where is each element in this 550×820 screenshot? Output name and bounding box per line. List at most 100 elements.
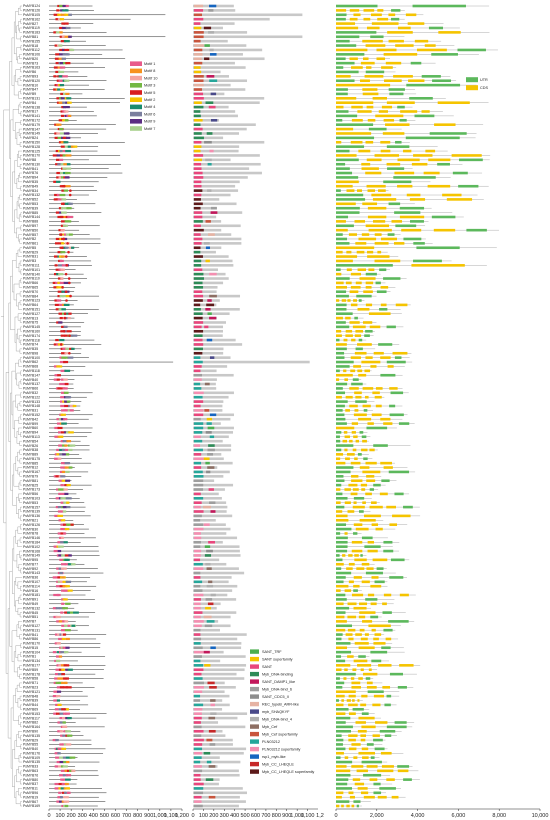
exon <box>386 725 407 729</box>
motif-box <box>59 580 64 583</box>
exon <box>358 615 366 619</box>
motif-box <box>54 514 59 517</box>
motif-box <box>62 312 66 315</box>
motif-box <box>64 589 69 592</box>
exon <box>353 497 365 500</box>
domain-segment <box>194 571 201 575</box>
protein-bar <box>193 514 233 518</box>
exon <box>336 22 356 25</box>
exon <box>341 299 347 302</box>
exon <box>372 558 388 562</box>
domain-legend-label: myb_SHAQKYF <box>262 710 290 714</box>
structure-legend-label: CDS <box>480 86 488 90</box>
gene-label: PsMYB6 <box>23 70 36 74</box>
protein-bar <box>193 527 231 531</box>
exon <box>389 413 404 417</box>
gene-label: PsMYB173 <box>23 488 40 492</box>
domain-segment <box>207 453 214 456</box>
exon <box>354 554 359 557</box>
exon <box>387 31 413 34</box>
motif-dot <box>59 343 63 346</box>
domain-segment <box>210 206 217 210</box>
motif-box <box>58 431 62 434</box>
motif-box <box>67 215 73 219</box>
exon <box>374 633 382 636</box>
gene-label: PsMYB147 <box>23 373 40 377</box>
exon <box>372 734 380 737</box>
exon <box>367 422 374 425</box>
protein-bar <box>193 39 228 43</box>
protein-bar <box>193 307 240 311</box>
exon <box>336 532 341 535</box>
gene-label: PsMYB99 <box>23 422 38 426</box>
exon <box>399 206 425 210</box>
gene-label: PsMYB18 <box>23 44 38 48</box>
exon <box>353 584 360 588</box>
motif-box <box>65 774 72 777</box>
exon <box>376 567 384 570</box>
motif-box <box>53 593 60 597</box>
protein-bar <box>193 567 239 570</box>
motif-box <box>61 448 67 452</box>
domain-segment <box>208 716 216 720</box>
gene-label: PsMYB175 <box>23 457 40 461</box>
gene-label: PsMYB37 <box>23 782 38 786</box>
exon <box>336 9 347 12</box>
gene-label: PsMYB29 <box>23 250 38 254</box>
gene-label: PsMYB15 <box>23 646 38 650</box>
motif-box <box>61 35 66 38</box>
motif-box <box>56 760 61 764</box>
gene-label: PsMYB95 <box>23 558 38 562</box>
motif-box <box>55 615 61 619</box>
domain-segment <box>194 606 201 610</box>
domain-segment <box>194 404 201 408</box>
exon <box>336 448 342 452</box>
protein-bar <box>193 162 261 166</box>
exon <box>343 338 348 342</box>
protein-bar <box>193 250 216 254</box>
motif-box <box>58 787 62 790</box>
motif-legend-swatch <box>130 119 142 124</box>
motif-box <box>64 782 69 786</box>
exon <box>389 523 398 526</box>
protein-bar <box>193 184 236 188</box>
motif-box <box>58 554 63 557</box>
motif-box <box>66 167 72 170</box>
motif-dot <box>68 281 71 285</box>
domain-segment <box>194 9 204 12</box>
motif-box <box>60 532 65 535</box>
motif-box <box>64 620 69 623</box>
exon <box>336 795 342 799</box>
exon <box>374 242 389 245</box>
exon <box>395 224 417 228</box>
exon <box>343 431 348 434</box>
exon <box>336 171 353 175</box>
domain-segment <box>194 729 204 733</box>
motif-box <box>73 611 79 614</box>
protein-bar <box>193 189 239 192</box>
domain-segment <box>194 690 203 694</box>
domain-segment <box>208 795 216 799</box>
protein-bar <box>193 242 242 245</box>
exon <box>336 457 341 461</box>
exon <box>370 615 379 619</box>
exon <box>365 140 374 144</box>
exon <box>367 540 375 544</box>
motif-box <box>60 418 65 421</box>
exon <box>344 378 348 381</box>
motif-box <box>53 286 59 289</box>
exon <box>336 466 354 469</box>
exon <box>336 756 341 759</box>
exon <box>336 751 344 755</box>
motif-box <box>64 554 71 557</box>
domain-segment <box>194 580 203 584</box>
exon <box>336 224 354 228</box>
exon <box>347 655 354 658</box>
exon <box>361 760 382 764</box>
exon <box>378 189 386 192</box>
exon <box>393 75 413 78</box>
motif-box <box>67 356 74 359</box>
motif-legend-label: Motif 4 <box>144 105 155 109</box>
motif-dot <box>64 255 68 258</box>
exon <box>358 655 366 658</box>
